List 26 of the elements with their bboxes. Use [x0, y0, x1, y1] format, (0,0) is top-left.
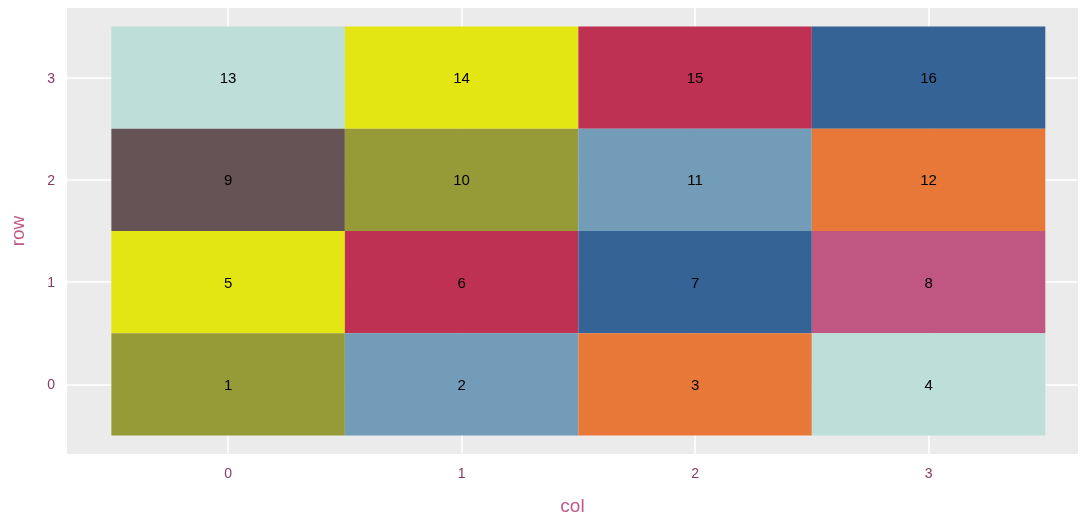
- x-tick-label: 0: [224, 465, 233, 481]
- data-label: 6: [457, 273, 466, 291]
- data-label: 14: [453, 69, 470, 87]
- x-tick-label: 1: [457, 465, 466, 481]
- data-label: 2: [457, 375, 466, 393]
- data-label: 5: [223, 273, 233, 291]
- y-tick-label: 0: [47, 376, 56, 393]
- data-label: 12: [920, 171, 937, 189]
- data-label: 11: [687, 171, 703, 189]
- y-tick-label: 1: [47, 274, 56, 291]
- data-label: 1: [223, 375, 233, 393]
- data-label: 4: [924, 375, 933, 393]
- x-axis-title: col: [560, 495, 585, 516]
- data-label: 13: [219, 69, 237, 87]
- x-tick-label: 2: [691, 465, 700, 481]
- y-axis-title: row: [7, 215, 28, 247]
- data-label: 10: [453, 171, 470, 189]
- x-tick-label: 3: [924, 465, 933, 481]
- data-label: 9: [223, 171, 233, 189]
- data-label: 16: [920, 69, 937, 87]
- y-tick-label: 2: [47, 171, 56, 188]
- data-label: 15: [686, 69, 704, 87]
- data-label: 7: [690, 273, 700, 291]
- data-label: 3: [690, 375, 700, 393]
- y-tick-label: 3: [47, 69, 56, 86]
- data-label: 8: [924, 273, 933, 291]
